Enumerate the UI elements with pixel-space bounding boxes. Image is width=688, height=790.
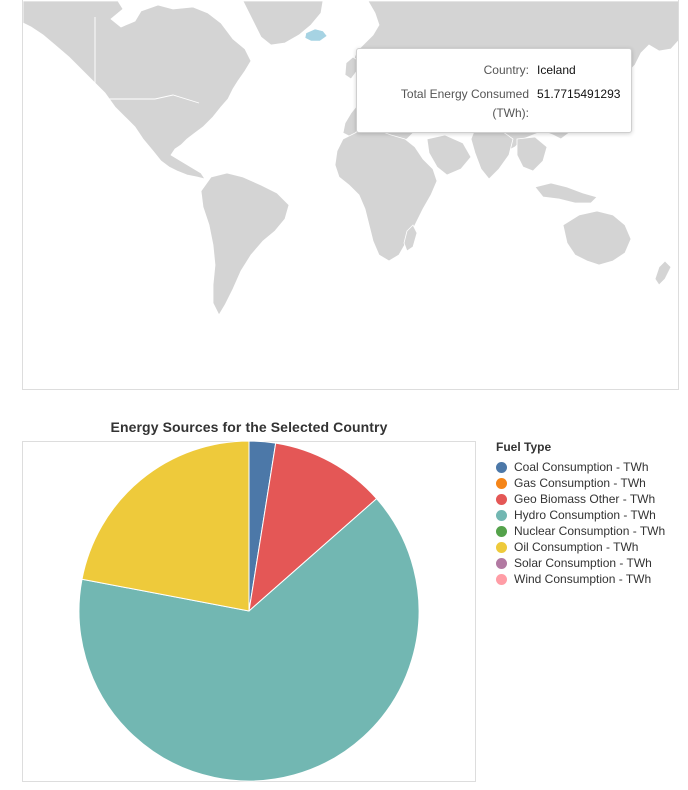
- legend-label: Solar Consumption - TWh: [514, 556, 652, 570]
- pie-slice-hydro-consumption-twh[interactable]: [78, 497, 420, 782]
- legend-label: Geo Biomass Other - TWh: [514, 492, 656, 506]
- pie-slice-oil-consumption-twh[interactable]: [81, 441, 250, 612]
- legend-swatch: [496, 525, 507, 537]
- north-america-landmass[interactable]: [23, 0, 252, 180]
- tooltip-energy-value: 51.7715491293: [537, 87, 621, 101]
- madagascar-landmass[interactable]: [403, 224, 418, 252]
- legend-swatch: [496, 509, 507, 521]
- legend-swatch: [496, 477, 507, 489]
- legend-label: Gas Consumption - TWh: [514, 476, 646, 490]
- legend-swatch: [496, 541, 507, 553]
- legend-title: Fuel Type: [496, 440, 552, 454]
- legend-label: Hydro Consumption - TWh: [514, 508, 656, 522]
- map-tooltip: Country: Iceland Total Energy Consumed 5…: [356, 48, 632, 133]
- legend-item[interactable]: Gas Consumption - TWh: [496, 475, 665, 491]
- legend-swatch: [496, 493, 507, 505]
- legend-swatch: [496, 557, 507, 569]
- africa-landmass[interactable]: [334, 128, 438, 262]
- legend-item[interactable]: Hydro Consumption - TWh: [496, 507, 665, 523]
- legend-item[interactable]: Coal Consumption - TWh: [496, 459, 665, 475]
- pie-slice-geo-biomass-other-twh[interactable]: [248, 442, 378, 613]
- greenland-landmass[interactable]: [242, 0, 324, 46]
- tooltip-country-value: Iceland: [537, 63, 576, 77]
- legend-items: Coal Consumption - TWh Gas Consumption - …: [496, 459, 665, 587]
- legend-label: Nuclear Consumption - TWh: [514, 524, 666, 538]
- legend-swatch: [496, 573, 507, 585]
- legend-label: Oil Consumption - TWh: [514, 540, 639, 554]
- arabian-peninsula-landmass[interactable]: [426, 134, 472, 176]
- legend-label: Wind Consumption - TWh: [514, 572, 652, 586]
- india-landmass[interactable]: [470, 128, 514, 180]
- legend-item[interactable]: Wind Consumption - TWh: [496, 571, 665, 587]
- australia-landmass[interactable]: [562, 210, 632, 266]
- tooltip-country-key: Country:: [483, 63, 529, 77]
- legend-item[interactable]: Nuclear Consumption - TWh: [496, 523, 665, 539]
- south-america-landmass[interactable]: [200, 172, 290, 316]
- iceland-selected[interactable]: [304, 28, 328, 42]
- legend-item[interactable]: Oil Consumption - TWh: [496, 539, 665, 555]
- usa-canada-border: [83, 94, 200, 104]
- legend-item[interactable]: Solar Consumption - TWh: [496, 555, 665, 571]
- legend: Fuel Type Coal Consumption - TWh Gas Cons…: [496, 440, 665, 587]
- world-map-panel[interactable]: Country: Iceland Total Energy Consumed 5…: [22, 0, 679, 390]
- pie-chart[interactable]: [22, 441, 476, 782]
- indonesia-landmass[interactable]: [534, 182, 598, 204]
- tooltip-energy-key: Total Energy Consumed: [400, 87, 529, 101]
- legend-item[interactable]: Geo Biomass Other - TWh: [496, 491, 665, 507]
- legend-swatch: [496, 461, 507, 473]
- legend-label: Coal Consumption - TWh: [514, 460, 649, 474]
- tooltip-energy-unit: (TWh):: [492, 106, 529, 120]
- new-zealand-landmass[interactable]: [654, 260, 672, 286]
- southeast-asia-landmass[interactable]: [516, 136, 548, 172]
- chart-title: Energy Sources for the Selected Country: [110, 419, 388, 435]
